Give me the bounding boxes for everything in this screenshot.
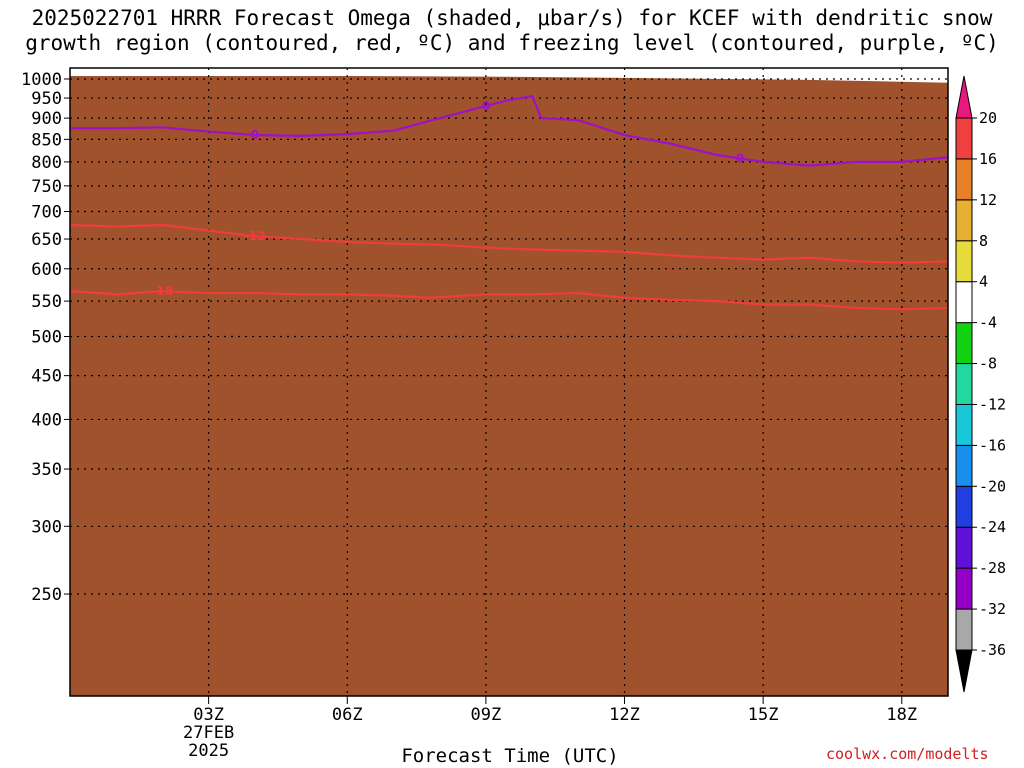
ytick-label-1000: 1000 [21,70,62,90]
plot-frame [69,67,949,697]
colorbar-label-16: 16 [979,150,997,168]
xtick-sublabel-1: 2025 [188,741,229,761]
colorbar-bin-11 [955,158,973,201]
colorbar-max-arrow [955,75,973,119]
dgz-contour-0-label-0: -18 [152,284,174,298]
ytick-label-900: 900 [31,109,62,129]
colorbar-bin-5 [955,403,973,446]
colorbar-min-arrow [955,649,973,693]
temperature-contours: -18 -12 0 0 0 [70,94,948,311]
x-axis-label: Forecast Time (UTC) [401,745,619,767]
ytick-label-600: 600 [31,260,62,280]
dgz-contour-0 [70,290,948,311]
colorbar-label--16: -16 [979,436,1006,454]
colorbar-label--12: -12 [979,395,1006,413]
colorbar-label--24: -24 [979,518,1006,536]
colorbar-label--36: -36 [979,641,1006,659]
xtick-label-15Z: 15Z [748,705,779,725]
ytick-label-750: 750 [31,177,62,197]
colorbar-bin-12 [955,117,973,160]
colorbar-bin-1 [955,567,973,610]
colorbar-label--4: -4 [979,314,997,332]
ytick-label-950: 950 [31,89,62,109]
title-line-2: growth region (contoured, red, ºC) and f… [25,31,999,55]
ytick-label-450: 450 [31,367,62,387]
xtick-label-18Z: 18Z [886,705,917,725]
colorbar-label--32: -32 [979,600,1006,618]
terrain-fill [70,76,948,696]
ytick-label-700: 700 [31,202,62,222]
colorbar-bin-4 [955,444,973,487]
xtick-label-12Z: 12Z [609,705,640,725]
colorbar-bin-7 [955,322,973,365]
credit-link[interactable]: coolwx.com/modelts [826,745,989,763]
freezing-level-contour-0-label-2: 0 [736,151,744,165]
colorbar-label-8: 8 [979,232,988,250]
colorbar-label--20: -20 [979,477,1006,495]
colorbar-bin-3 [955,485,973,528]
title-line-1: 2025022701 HRRR Forecast Omega (shaded, … [31,6,993,30]
colorbar-bin-6 [955,363,973,405]
freezing-level-contour-0-label-0: 0 [251,128,259,142]
ytick-label-650: 650 [31,230,62,250]
ytick-label-550: 550 [31,292,62,312]
ytick-label-350: 350 [31,460,62,480]
colorbar-bin-8 [955,281,973,324]
dgz-contour-1-label-0: -12 [244,229,266,243]
colorbar-bin-0 [955,608,973,651]
xtick-label-03Z: 03Z [193,705,224,725]
ytick-label-800: 800 [31,153,62,173]
xtick-label-09Z: 09Z [471,705,502,725]
colorbar-label--8: -8 [979,355,997,373]
colorbar-label-4: 4 [979,273,988,291]
ytick-label-850: 850 [31,130,62,150]
colorbar-label--28: -28 [979,559,1006,577]
colorbar-bin-9 [955,240,973,283]
colorbar-label-20: 20 [979,109,997,127]
ytick-label-500: 500 [31,328,62,348]
xtick-sublabel-0: 27FEB [183,723,234,743]
freezing-level-contour-0 [70,94,948,167]
xtick-label-06Z: 06Z [332,705,363,725]
colorbar: -36 -32 -28 -24 -20 -16 -12 -8 -4 4 8 12 16 20 [955,75,1006,693]
ytick-label-300: 300 [31,517,62,537]
colorbar-bin-2 [955,526,973,569]
freezing-level-contour-0-label-1: 0 [482,99,490,113]
colorbar-bin-10 [955,199,973,242]
ytick-label-250: 250 [31,585,62,605]
y-axis-ticks: 2503003504004505005506006507007508008509… [21,70,70,605]
terrain-shape [70,76,948,696]
ytick-label-400: 400 [31,410,62,430]
chart-title: 2025022701 HRRR Forecast Omega (shaded, … [0,6,1024,56]
dgz-contour-1 [70,223,948,264]
colorbar-label-12: 12 [979,191,997,209]
